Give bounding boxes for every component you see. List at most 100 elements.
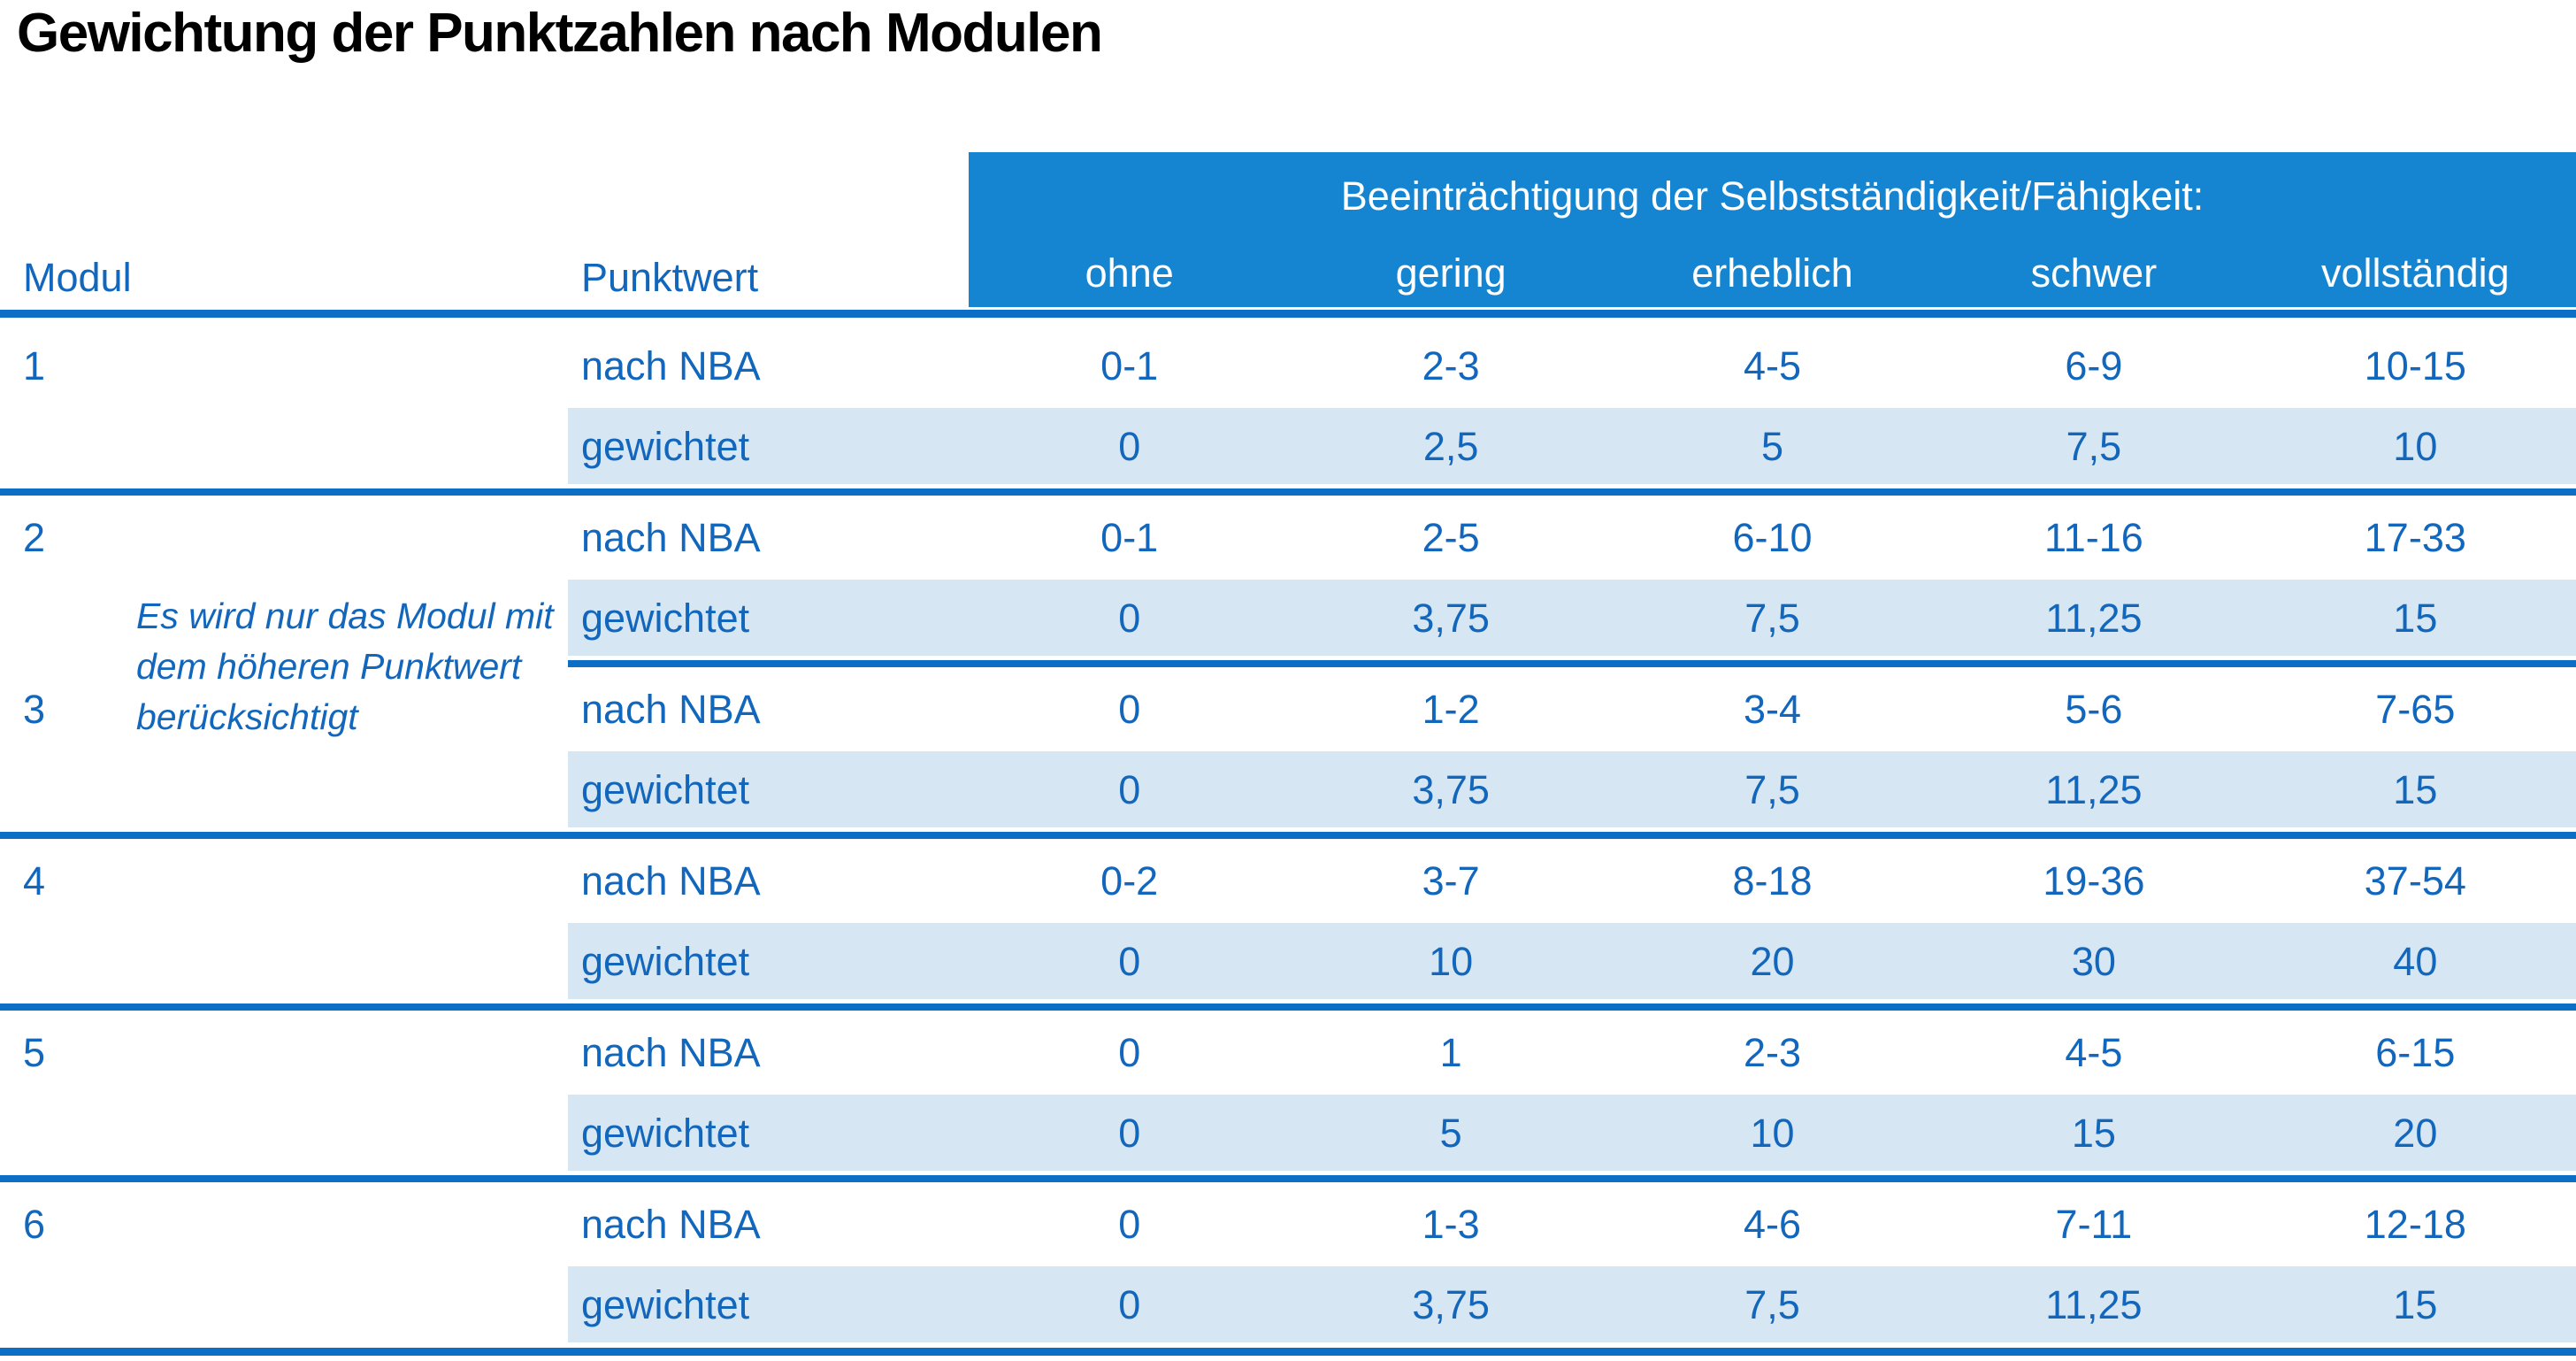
module-block-6: 6 nach NBA 0 1-3 4-6 7-11 12-18 gewichtet 0 3,75 7…	[0, 1184, 2576, 1356]
value-cell: 4-5	[2065, 1029, 2123, 1075]
value-cell: 7,5	[1744, 766, 1800, 812]
value-cells: 0-1 2-3 4-5 6-9 10-15	[969, 326, 2576, 406]
value-cell: 2-3	[1422, 342, 1480, 388]
value-cells: 0 10 20 30 40	[969, 921, 2576, 1002]
value-cell: 15	[2393, 1281, 2438, 1327]
separator	[0, 658, 2576, 669]
table-row-nba: 6 nach NBA 0 1-3 4-6 7-11 12-18	[0, 1184, 2576, 1265]
row-shade	[568, 751, 2576, 827]
separator-line	[568, 660, 2576, 667]
value-cell: 0-2	[1100, 857, 1159, 903]
severity-header-ohne: ohne	[1085, 250, 1174, 296]
table-row-nba: 4 nach NBA 0-2 3-7 8-18 19-36 37-54	[0, 841, 2576, 921]
module-block-3: 3 nach NBA 0 1-2 3-4 5-6 7-65 gewichtet 0 3,75 7,5…	[0, 669, 2576, 841]
row-shade	[568, 1266, 2576, 1342]
table-row-weighted: gewichtet 0 3,75 7,5 11,25 15	[0, 578, 2576, 658]
value-cell: 20	[2393, 1110, 2438, 1156]
value-cell: 0	[1118, 595, 1141, 641]
value-cell: 3,75	[1412, 1281, 1490, 1327]
module-block-5: 5 nach NBA 0 1 2-3 4-5 6-15 gewichtet 0 5 10 15 20	[0, 1012, 2576, 1184]
value-cell: 11,25	[2045, 1281, 2143, 1327]
separator	[0, 1002, 2576, 1012]
value-cell: 11-16	[2044, 514, 2143, 560]
module-note: Es wird nur das Modul mit dem höheren Pu…	[136, 596, 554, 737]
table-row-weighted: gewichtet 0 10 20 30 40	[0, 921, 2576, 1002]
row-shade	[568, 1095, 2576, 1171]
row-label: nach NBA	[581, 1029, 761, 1075]
value-cells: 0-1 2-5 6-10 11-16 17-33	[969, 497, 2576, 578]
value-cell: 6-10	[1732, 514, 1813, 560]
value-cell: 11,25	[2045, 766, 2143, 812]
value-cell: 10-15	[2364, 342, 2466, 388]
page-title: Gewichtung der Punktzahlen nach Modulen	[17, 3, 1103, 64]
value-cell: 3,75	[1412, 595, 1490, 641]
value-cells: 0-2 3-7 8-18 19-36 37-54	[969, 841, 2576, 921]
table-row-nba: 5 nach NBA 0 1 2-3 4-5 6-15	[0, 1012, 2576, 1093]
value-cell: 15	[2393, 595, 2438, 641]
value-cell: 7,5	[2066, 423, 2122, 469]
module-number: 1	[23, 342, 46, 388]
module-block-4: 4 nach NBA 0-2 3-7 8-18 19-36 37-54 gewichtet 0 1…	[0, 841, 2576, 1012]
value-cell: 4-6	[1743, 1201, 1802, 1247]
value-cell: 17-33	[2364, 514, 2466, 560]
table-row-weighted: gewichtet 0 5 10 15 20	[0, 1093, 2576, 1173]
separator	[0, 830, 2576, 841]
value-cell: 0	[1118, 423, 1141, 469]
row-label: nach NBA	[581, 1201, 761, 1247]
value-cell: 1	[1439, 1029, 1462, 1075]
impairment-header-label: Beeinträchtigung der Selbstständigkeit/F…	[1340, 173, 2204, 219]
value-cell: 2-5	[1422, 514, 1480, 560]
value-cells: 0 1-2 3-4 5-6 7-65	[969, 669, 2576, 750]
row-label: nach NBA	[581, 342, 761, 388]
table-row-weighted: gewichtet 0 3,75 7,5 11,25 15	[0, 1265, 2576, 1345]
value-cell: 0	[1118, 1029, 1141, 1075]
modul-column-header: Modul	[23, 255, 132, 300]
value-cell: 0	[1118, 766, 1141, 812]
table-row-nba: 3 nach NBA 0 1-2 3-4 5-6 7-65	[0, 669, 2576, 750]
value-cell: 37-54	[2364, 857, 2466, 903]
value-cells: 0 3,75 7,5 11,25 15	[969, 578, 2576, 658]
header-underline	[0, 310, 2576, 318]
value-cell: 10	[1750, 1110, 1795, 1156]
severity-headers: ohne gering erheblich schwer vollständig	[969, 250, 2576, 296]
value-cell: 10	[2393, 423, 2438, 469]
value-cells: 0 2,5 5 7,5 10	[969, 406, 2576, 487]
value-cell: 0-1	[1100, 514, 1159, 560]
row-shade	[568, 923, 2576, 999]
separator-line	[0, 1175, 2576, 1182]
value-cells: 0 1-3 4-6 7-11 12-18	[969, 1184, 2576, 1265]
value-cell: 8-18	[1732, 857, 1813, 903]
severity-header-vollständig: vollständig	[2321, 250, 2510, 296]
module-block-1: 1 nach NBA 0-1 2-3 4-5 6-9 10-15 gewichtet 0 2,5 5…	[0, 326, 2576, 497]
value-cell: 3-4	[1743, 686, 1802, 732]
value-cell: 20	[1750, 938, 1795, 984]
value-cell: 5	[1761, 423, 1784, 469]
value-cells: 0 3,75 7,5 11,25 15	[969, 1265, 2576, 1345]
row-label: nach NBA	[581, 514, 761, 560]
module-number: 4	[23, 857, 46, 903]
row-shade	[568, 408, 2576, 484]
module-number: 5	[23, 1029, 46, 1075]
value-cell: 2,5	[1422, 423, 1479, 469]
separator-line	[0, 1003, 2576, 1011]
impairment-header-band: Beeinträchtigung der Selbstständigkeit/F…	[969, 152, 2576, 307]
severity-header-schwer: schwer	[2030, 250, 2158, 296]
module-number: 3	[23, 686, 46, 732]
value-cell: 7,5	[1744, 595, 1800, 641]
row-label: gewichtet	[581, 766, 750, 812]
value-cell: 15	[2393, 766, 2438, 812]
value-cell: 15	[2071, 1110, 2116, 1156]
row-label: gewichtet	[581, 423, 750, 469]
row-label: gewichtet	[581, 1281, 750, 1327]
row-label: gewichtet	[581, 595, 750, 641]
value-cell: 1-3	[1422, 1201, 1480, 1247]
value-cell: 5	[1439, 1110, 1462, 1156]
separator	[0, 1173, 2576, 1184]
severity-header-erheblich: erheblich	[1691, 250, 1853, 296]
value-cells: 0 5 10 15 20	[969, 1093, 2576, 1173]
value-cell: 0	[1118, 1110, 1141, 1156]
value-cell: 40	[2393, 938, 2438, 984]
separator	[0, 487, 2576, 497]
value-cell: 3,75	[1412, 766, 1490, 812]
severity-header-gering: gering	[1395, 250, 1506, 296]
